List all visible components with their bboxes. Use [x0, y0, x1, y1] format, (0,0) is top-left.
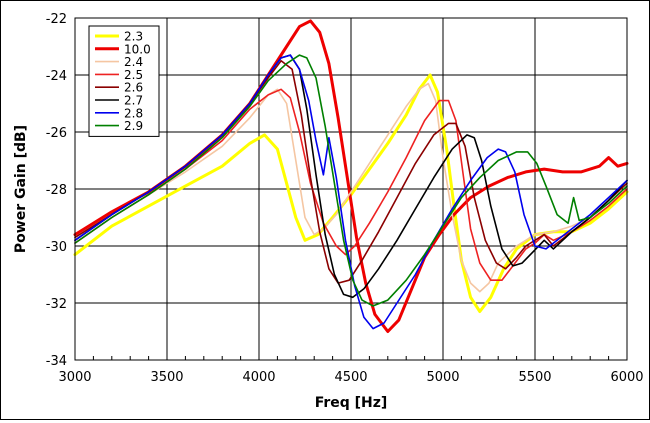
series-line-2-6	[74, 59, 628, 284]
y-axis-label: Power Gain [dB]	[13, 125, 29, 253]
x-tick-label: 3000	[58, 370, 91, 385]
x-tick-label: 3500	[150, 370, 183, 385]
x-tick-label: 6000	[610, 370, 643, 385]
legend-entry-label: 2.5	[124, 68, 143, 82]
x-tick-label: 4000	[242, 370, 275, 385]
x-axis-label: Freq [Hz]	[315, 395, 388, 411]
legend-entry-label: 2.9	[124, 119, 143, 133]
legend-entry-label: 2.7	[124, 94, 143, 108]
legend-box	[88, 25, 160, 137]
x-tick-label: 5500	[518, 370, 551, 385]
legend-entry-label: 2.4	[124, 55, 143, 69]
x-tick-label: 4500	[334, 370, 367, 385]
series-lines	[73, 19, 629, 333]
legend-entry-label: 2.8	[124, 106, 143, 120]
series-line-2-9	[74, 54, 628, 307]
legend-entry-label: 2.3	[124, 30, 143, 44]
legend-entry-label: 2.6	[124, 81, 143, 95]
series-line-2-3	[73, 73, 629, 313]
y-tick-label: -28	[46, 183, 67, 198]
series-line-2-4	[74, 82, 628, 293]
y-tick-label: -22	[46, 12, 67, 27]
y-tick-label: -24	[46, 69, 67, 84]
axis-ticks: 3000 3500 4000 4500 5000 5500 6000 -34 -32 -30 -28…	[46, 12, 644, 385]
legend: 2.310.02.42.52.62.72.82.9	[88, 25, 160, 137]
series-line-2-8	[74, 54, 628, 330]
series-line-2-5	[74, 88, 628, 282]
grid	[75, 18, 627, 360]
y-tick-label: -34	[46, 354, 67, 369]
x-tick-label: 5000	[426, 370, 459, 385]
legend-entry-label: 10.0	[124, 42, 151, 56]
y-tick-label: -26	[46, 126, 67, 141]
y-tick-label: -30	[46, 240, 67, 255]
y-tick-label: -32	[46, 297, 67, 312]
